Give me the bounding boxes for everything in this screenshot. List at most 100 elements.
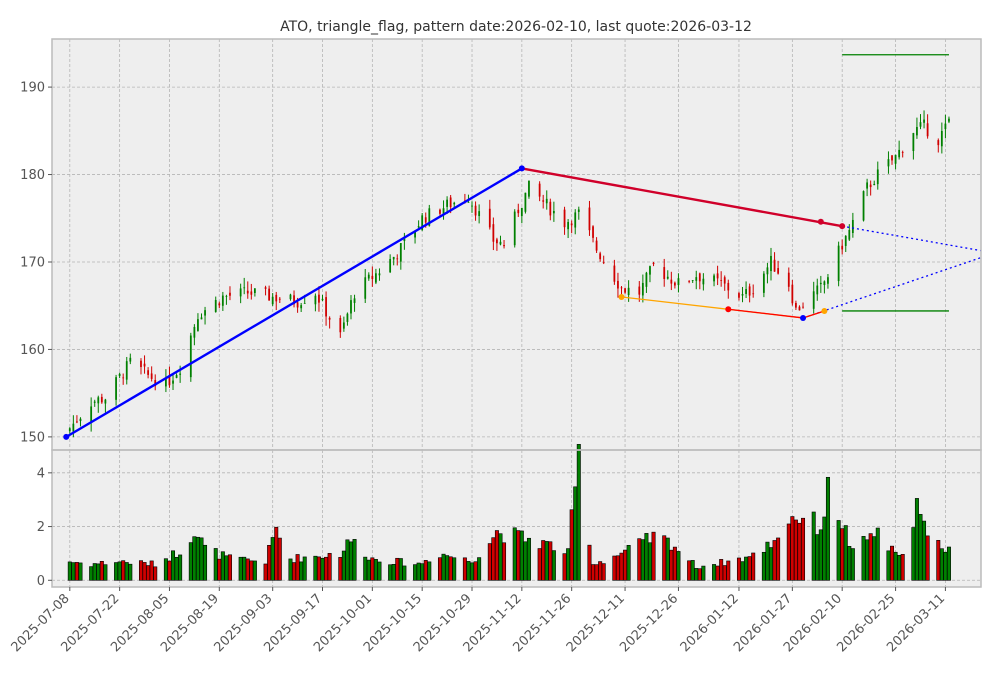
volume-bar xyxy=(712,564,717,581)
candle-body xyxy=(467,201,470,203)
candle-body xyxy=(677,278,680,286)
volume-bar xyxy=(299,561,304,581)
volume-bar xyxy=(865,539,870,581)
candle-body xyxy=(720,280,723,281)
volume-bar xyxy=(313,555,318,581)
volume-bar xyxy=(601,563,606,581)
candle-body xyxy=(777,268,780,274)
volume-bar xyxy=(769,547,773,581)
volume-bar xyxy=(245,558,250,581)
volume-bar xyxy=(541,540,546,581)
volume-bar xyxy=(751,552,756,581)
candle-body xyxy=(887,159,890,167)
candle-body xyxy=(268,288,271,301)
price-panel xyxy=(52,39,981,450)
volume-bar xyxy=(413,564,418,581)
volume-bar xyxy=(341,550,346,581)
volume-tick-label: 4 xyxy=(37,466,45,481)
volume-bar xyxy=(352,539,357,581)
volume-bar xyxy=(153,566,158,581)
volume-bar xyxy=(117,561,122,581)
volume-bar xyxy=(203,544,208,581)
volume-bar xyxy=(701,565,706,581)
volume-bar xyxy=(548,541,553,581)
volume-bar xyxy=(612,555,617,581)
volume-bar xyxy=(420,563,425,581)
candle-body xyxy=(827,277,829,284)
candle-body xyxy=(417,226,420,228)
candle-body xyxy=(645,272,648,287)
candle-body xyxy=(303,303,306,304)
candle-body xyxy=(574,212,577,228)
volume-bar xyxy=(936,540,941,581)
overlay-upper-trend xyxy=(521,167,843,228)
candle-body xyxy=(670,279,673,284)
pattern-point xyxy=(618,293,625,300)
volume-bar xyxy=(324,556,329,581)
candle-body xyxy=(165,377,167,387)
pattern-point xyxy=(839,223,846,230)
volume-bar xyxy=(569,509,574,581)
candle-body xyxy=(147,370,150,375)
volume-bar xyxy=(445,555,450,581)
volume-bar xyxy=(327,553,332,581)
candle-body xyxy=(592,226,594,238)
candle-body xyxy=(492,224,495,242)
volume-bar xyxy=(338,557,343,581)
volume-bar xyxy=(761,551,766,581)
volume-bar xyxy=(277,537,282,581)
volume-bar xyxy=(943,551,948,581)
candle-body xyxy=(620,287,623,289)
volume-bar xyxy=(448,556,453,581)
volume-bar xyxy=(124,562,129,581)
price-tick-label: 150 xyxy=(20,430,45,445)
volume-bar xyxy=(886,550,891,581)
candle-body xyxy=(76,421,78,423)
volume-bar xyxy=(747,556,752,581)
volume-bar xyxy=(861,536,866,581)
candle-body xyxy=(122,377,125,379)
candle-body xyxy=(392,256,395,260)
candle-body xyxy=(204,310,206,316)
candle-body xyxy=(617,280,619,289)
candle-body xyxy=(79,418,82,422)
volume-bar xyxy=(811,511,816,581)
volume-bar xyxy=(466,561,471,581)
volume-bar xyxy=(142,562,147,581)
pattern-point xyxy=(817,218,824,225)
volume-bar xyxy=(672,546,677,581)
candle-body xyxy=(175,375,178,378)
volume-bar xyxy=(836,520,841,581)
candle-body xyxy=(641,282,644,296)
candle-body xyxy=(218,303,221,306)
volume-bar xyxy=(623,549,628,581)
candle-body xyxy=(841,245,844,250)
overlay-pole xyxy=(65,167,523,438)
volume-bar xyxy=(96,563,101,581)
volume-bar xyxy=(263,563,268,581)
candle-body xyxy=(748,286,751,296)
candle-body xyxy=(325,297,327,317)
volume-bar xyxy=(149,560,154,581)
pattern-points xyxy=(63,165,846,440)
candle-body xyxy=(695,277,698,281)
candle-body xyxy=(428,208,431,226)
candle-body xyxy=(189,335,192,378)
candle-body xyxy=(503,245,505,247)
candle-body xyxy=(528,180,530,197)
candle-body xyxy=(919,122,922,127)
volume-bar xyxy=(270,537,275,581)
volume-bar xyxy=(398,558,403,581)
candle-body xyxy=(140,360,142,368)
volume-bar xyxy=(740,561,745,581)
candle-body xyxy=(713,275,715,282)
volume-bar xyxy=(801,517,806,581)
candle-body xyxy=(524,192,527,212)
volume-bar xyxy=(302,556,307,581)
volume-bar xyxy=(719,559,724,581)
candle-body xyxy=(940,130,943,147)
volume-bar xyxy=(99,560,104,581)
candle-body xyxy=(770,255,772,272)
candle-body xyxy=(499,241,502,245)
